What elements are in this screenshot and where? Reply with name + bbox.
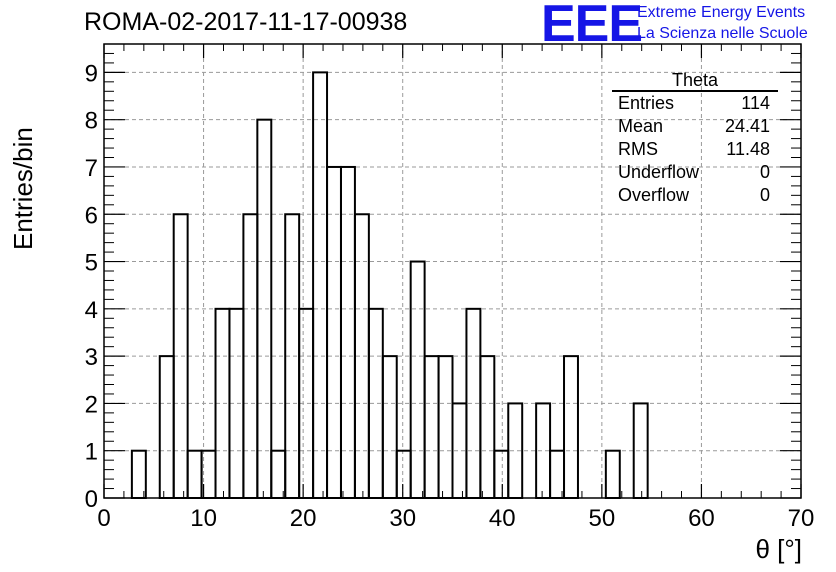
x-tick-label: 0 bbox=[97, 505, 110, 532]
histogram-bar bbox=[409, 260, 426, 499]
histogram-bar bbox=[130, 449, 147, 500]
stat-row-underflow: Underflow 0 bbox=[610, 161, 778, 184]
histogram-bar bbox=[423, 355, 440, 499]
y-tick-label: 4 bbox=[85, 297, 98, 324]
stat-row-entries: Entries 114 bbox=[610, 92, 778, 115]
stat-value: 24.41 bbox=[724, 116, 770, 136]
stat-row-rms: RMS 11.48 bbox=[610, 138, 778, 161]
x-tick-label: 70 bbox=[788, 505, 815, 532]
histogram-bar bbox=[158, 355, 175, 499]
stat-label: RMS bbox=[618, 139, 658, 159]
x-tick-label: 30 bbox=[389, 505, 416, 532]
y-tick-label: 3 bbox=[85, 344, 98, 371]
histogram-bar bbox=[326, 165, 342, 499]
stat-value: 11.48 bbox=[726, 139, 770, 159]
histogram-bar bbox=[479, 355, 496, 499]
x-tick-label: 60 bbox=[688, 505, 715, 532]
stat-row-mean: Mean 24.41 bbox=[610, 115, 778, 138]
histogram-bar bbox=[395, 449, 412, 500]
stat-label: Mean bbox=[618, 116, 664, 136]
logo-line-2: La Scienza nelle Scuole bbox=[637, 25, 808, 42]
stat-value: 0 bbox=[759, 185, 770, 205]
plot-frame bbox=[103, 43, 802, 499]
chart-title: ROMA-02-2017-11-17-00938 bbox=[84, 8, 408, 36]
y-tick-label: 6 bbox=[85, 202, 98, 229]
y-tick-label: 7 bbox=[85, 155, 98, 182]
y-tick-label: 5 bbox=[85, 250, 98, 277]
stat-value: 0 bbox=[759, 162, 770, 182]
y-tick-label: 1 bbox=[85, 439, 98, 466]
x-tick-label: 50 bbox=[589, 505, 616, 532]
y-tick-label: 2 bbox=[85, 391, 98, 418]
eee-logo: EEE bbox=[541, 0, 643, 53]
histogram-bar bbox=[437, 355, 454, 499]
histogram-bar bbox=[312, 71, 329, 499]
logo-line-1: Extreme Energy Events bbox=[637, 4, 806, 21]
stats-title: Theta bbox=[612, 70, 778, 92]
stat-label: Underflow bbox=[618, 162, 700, 182]
stats-box: Theta Entries 114 Mean 24.41 RMS 11.48 U… bbox=[610, 70, 778, 207]
stat-value: 114 bbox=[741, 93, 770, 113]
x-tick-label: 40 bbox=[489, 505, 516, 532]
y-tick-label: 0 bbox=[85, 486, 98, 513]
histogram-bar bbox=[186, 449, 203, 500]
histogram-bar bbox=[381, 355, 398, 499]
y-tick-label: 8 bbox=[85, 108, 98, 135]
histogram-bar bbox=[549, 449, 566, 500]
y-axis-label: Entries/bin bbox=[8, 127, 38, 250]
stat-row-overflow: Overflow 0 bbox=[610, 184, 778, 207]
x-tick-label: 20 bbox=[290, 505, 317, 532]
histogram-bar bbox=[604, 449, 621, 500]
histogram-bar bbox=[339, 165, 356, 499]
histogram-bar bbox=[270, 449, 287, 500]
x-tick-label: 10 bbox=[190, 505, 217, 532]
stat-label: Entries bbox=[618, 93, 675, 113]
x-axis-label: θ [°] bbox=[755, 534, 802, 564]
y-tick-label: 9 bbox=[85, 60, 98, 87]
histogram-bar bbox=[563, 355, 579, 499]
stat-label: Overflow bbox=[618, 185, 690, 205]
histogram-bar bbox=[493, 449, 510, 500]
